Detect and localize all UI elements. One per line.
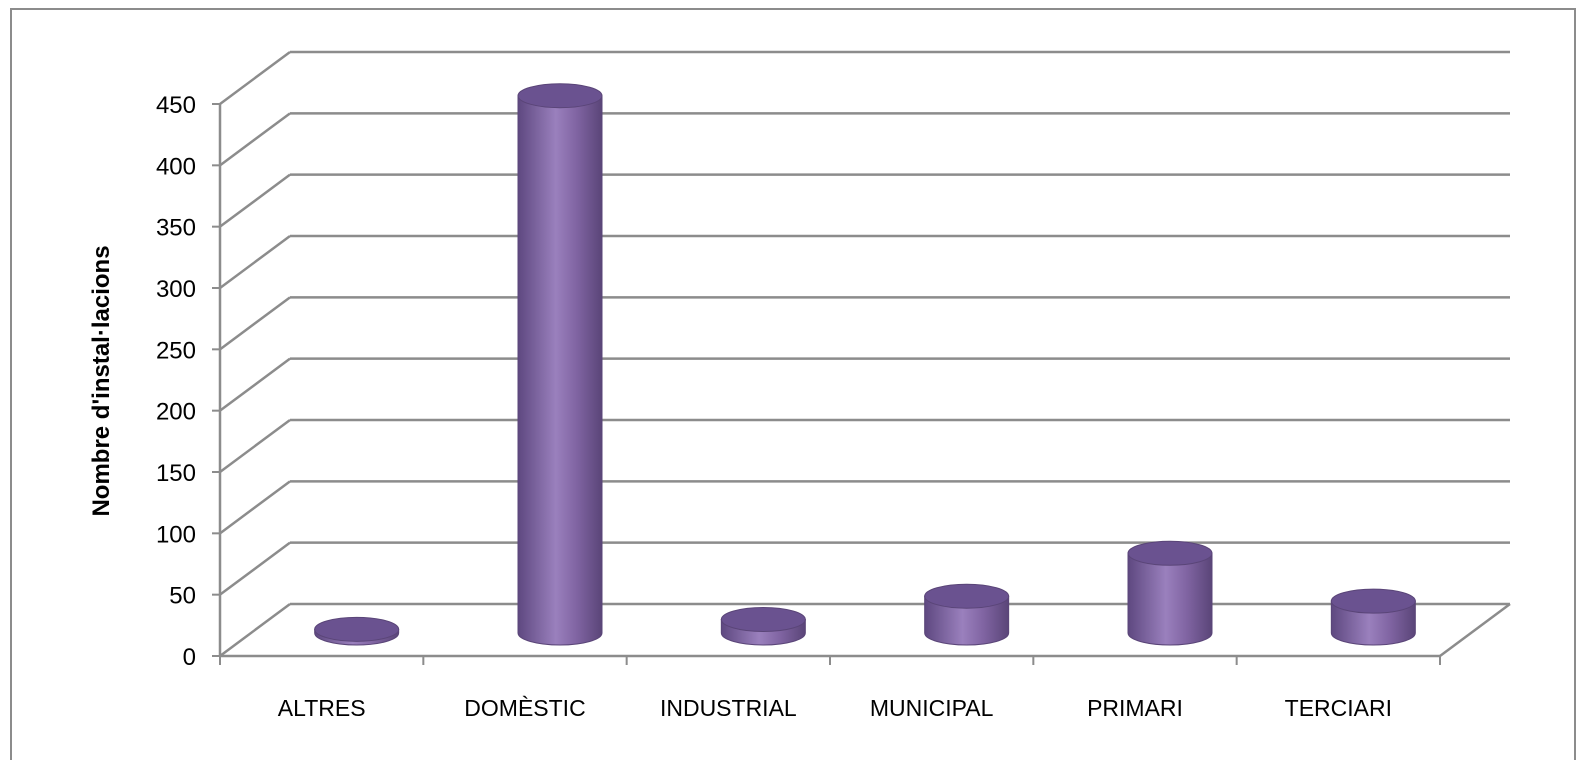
x-tick-label: INDUSTRIAL <box>660 695 797 721</box>
y-tick-label: 0 <box>183 644 196 671</box>
bar <box>314 616 400 646</box>
axes <box>212 103 1511 665</box>
bar-body <box>1330 600 1416 646</box>
bar-body <box>924 595 1010 646</box>
side-gridline <box>219 234 291 290</box>
side-gridline <box>219 357 291 412</box>
side-gridline <box>219 296 291 351</box>
side-gridline <box>219 50 291 106</box>
bar-body <box>1127 552 1213 646</box>
side-gridline <box>219 541 291 596</box>
bar-top <box>314 616 400 642</box>
side-gridline <box>219 112 291 167</box>
bar-top <box>924 583 1010 609</box>
y-tick-label: 400 <box>156 153 196 180</box>
bar-top <box>517 83 603 109</box>
bar-top <box>1330 588 1416 614</box>
bars <box>314 83 1416 646</box>
x-tick-label: DOMÈSTIC <box>464 695 585 721</box>
y-tick-label: 50 <box>169 583 196 610</box>
side-gridline <box>219 602 291 658</box>
y-tick-label: 350 <box>156 215 196 242</box>
x-tick-labels: ALTRES DOMÈSTIC INDUSTRIAL MUNICIPAL PRIMARI… <box>278 695 1392 721</box>
x-tick-label: ALTRES <box>278 695 366 721</box>
y-tick-label: 200 <box>156 399 196 426</box>
y-tick-label: 100 <box>156 521 196 548</box>
floor-edge <box>1439 602 1511 658</box>
side-gridline <box>219 480 291 535</box>
side-gridline <box>219 418 291 474</box>
bar <box>720 607 806 646</box>
chart-frame <box>10 8 1576 760</box>
bar <box>1127 540 1213 646</box>
bar-top <box>1127 540 1213 566</box>
y-tick-label: 150 <box>156 460 196 487</box>
x-tick-label: PRIMARI <box>1087 695 1183 721</box>
bar <box>1330 588 1416 646</box>
bar-body <box>517 95 603 646</box>
bar-top <box>720 607 806 633</box>
bar <box>924 583 1010 646</box>
y-axis-label: Nombre d'instal·lacions <box>88 245 115 517</box>
gridlines <box>219 50 1510 658</box>
bar <box>517 83 603 646</box>
y-tick-label: 450 <box>156 92 196 119</box>
y-tick-labels: 0 50 100 150 200 250 300 350 400 450 <box>156 92 196 671</box>
x-tick-label: MUNICIPAL <box>870 695 994 721</box>
y-tick-label: 300 <box>156 276 196 303</box>
y-tick-label: 250 <box>156 337 196 364</box>
x-tick-label: TERCIARI <box>1285 695 1392 721</box>
side-gridline <box>219 173 291 228</box>
